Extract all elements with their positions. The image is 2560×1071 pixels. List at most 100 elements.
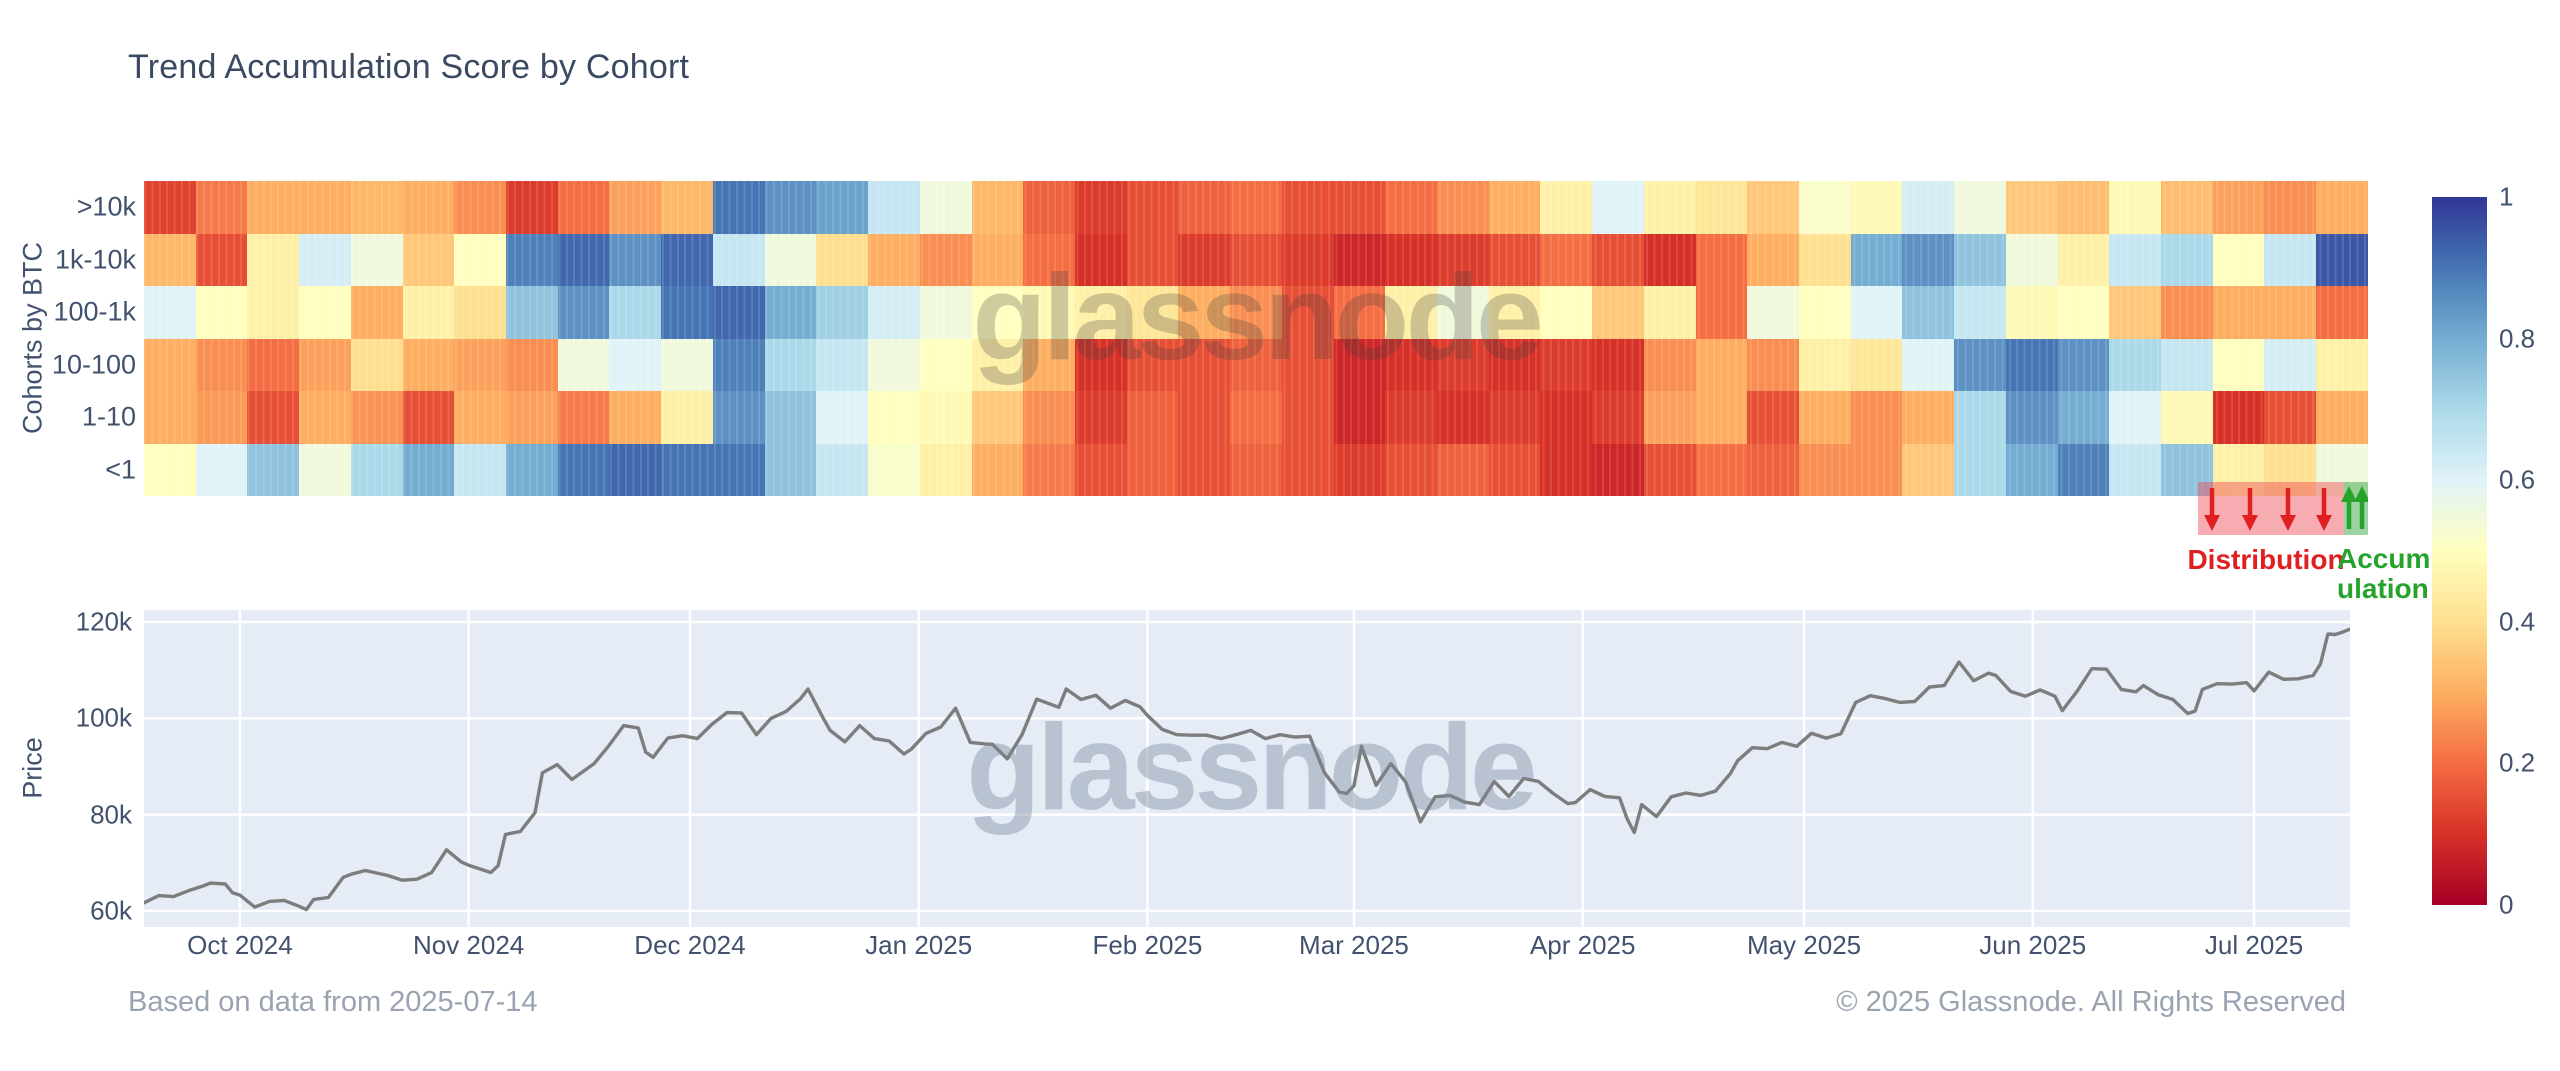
heatmap-cell xyxy=(350,391,403,444)
heatmap-cell xyxy=(2316,338,2368,391)
heatmap-cell xyxy=(350,181,403,234)
heatmap-cell xyxy=(1747,233,1799,286)
page-title: Trend Accumulation Score by Cohort xyxy=(128,48,690,86)
heatmap-cell xyxy=(2109,181,2162,234)
heatmap-cell xyxy=(764,181,817,234)
heatmap-cells xyxy=(144,181,2368,496)
heatmap-cell xyxy=(609,286,662,339)
heatmap-cell xyxy=(454,338,507,391)
heatmap-cell xyxy=(195,391,248,444)
heatmap-cell xyxy=(247,338,300,391)
colorbar-tick: 1 xyxy=(2499,181,2514,212)
heatmap-cell xyxy=(816,391,869,444)
heatmap-cell xyxy=(1747,391,1799,444)
heatmap-cell xyxy=(1126,338,1179,391)
heatmap-cell xyxy=(661,181,713,234)
heatmap-cell xyxy=(1902,443,1955,496)
heatmap-cell xyxy=(2161,443,2213,496)
heatmap-cell xyxy=(712,338,765,391)
heatmap-cell xyxy=(1436,181,1489,234)
heatmap-row xyxy=(144,286,2368,339)
heatmap-cell xyxy=(1281,286,1334,339)
heatmap-cell xyxy=(1126,181,1179,234)
heatmap-cell xyxy=(1954,286,2006,339)
heatmap-cell xyxy=(1954,338,2006,391)
heatmap-cell xyxy=(712,391,765,444)
heatmap-cell xyxy=(609,443,662,496)
heatmap-cell xyxy=(2316,391,2368,444)
heatmap-cell xyxy=(1385,233,1437,286)
heatmap-cell xyxy=(1488,286,1541,339)
heatmap-cell xyxy=(2161,233,2213,286)
heatmap-cell xyxy=(1799,443,1851,496)
heatmap-cell xyxy=(350,338,403,391)
heatmap-cell xyxy=(1902,286,1955,339)
heatmap-cell xyxy=(1643,338,1696,391)
heatmap-cell xyxy=(557,391,610,444)
heatmap-cell xyxy=(195,233,248,286)
heatmap-cell xyxy=(1695,233,1748,286)
price-x-tick: Jul 2025 xyxy=(2204,930,2304,960)
heatmap-cell xyxy=(1747,181,1799,234)
price-y-tick: 80k xyxy=(90,799,132,830)
heatmap-cell xyxy=(2057,286,2110,339)
heatmap-cell xyxy=(454,443,507,496)
heatmap-cell xyxy=(1954,391,2006,444)
heatmap-cell xyxy=(195,181,248,234)
heatmap-cell xyxy=(2005,338,2058,391)
heatmap-cell xyxy=(971,181,1024,234)
price-plot[interactable] xyxy=(142,610,2352,927)
distribution-label: Distribution xyxy=(2187,544,2345,575)
price-y-axis-title: Price xyxy=(17,737,48,799)
heatmap-cell xyxy=(144,338,196,391)
heatmap-cell xyxy=(1540,338,1593,391)
price-x-tick: Mar 2025 xyxy=(1299,930,1409,960)
heatmap-cell xyxy=(144,443,196,496)
heatmap-cell xyxy=(1074,286,1127,339)
colorbar-tick: 0 xyxy=(2499,889,2514,920)
heatmap-cell xyxy=(1695,338,1748,391)
heatmap-cell xyxy=(402,391,455,444)
heatmap-cell xyxy=(1126,443,1179,496)
price-y-tick: 120k xyxy=(75,606,132,637)
heatmap-cell xyxy=(1074,233,1127,286)
heatmap-cell xyxy=(1023,286,1075,339)
heatmap-cell xyxy=(2005,233,2058,286)
heatmap-row xyxy=(144,391,2368,444)
heatmap-cell xyxy=(1799,181,1851,234)
heatmap-cell xyxy=(764,286,817,339)
heatmap-cell xyxy=(454,181,507,234)
heatmap-row-label: 1k-10k xyxy=(54,244,136,275)
price-x-tick: Nov 2024 xyxy=(412,930,525,960)
heatmap-cell xyxy=(764,443,817,496)
heatmap-cell xyxy=(1333,443,1386,496)
heatmap-cell xyxy=(2316,233,2368,286)
heatmap-cell xyxy=(1902,338,1955,391)
heatmap-cell xyxy=(609,391,662,444)
heatmap-cell xyxy=(195,338,248,391)
heatmap-cell xyxy=(1281,443,1334,496)
heatmap-cell xyxy=(868,181,920,234)
heatmap-cell xyxy=(1074,443,1127,496)
heatmap-cell xyxy=(2005,391,2058,444)
heatmap-cell xyxy=(1385,391,1437,444)
copyright-note: © 2025 Glassnode. All Rights Reserved xyxy=(1836,986,2346,1018)
heatmap-cell xyxy=(1902,181,1955,234)
heatmap-cell xyxy=(1333,338,1386,391)
heatmap-cell xyxy=(1023,181,1075,234)
heatmap-cell xyxy=(299,286,351,339)
heatmap-cell xyxy=(2005,181,2058,234)
heatmap-cell xyxy=(1540,286,1593,339)
heatmap-cell xyxy=(712,233,765,286)
heatmap-cell xyxy=(1540,391,1593,444)
heatmap-cell xyxy=(1902,233,1955,286)
heatmap-cell xyxy=(2161,181,2213,234)
heatmap-cell xyxy=(1592,338,1644,391)
heatmap-cell xyxy=(144,286,196,339)
heatmap-cell xyxy=(1436,233,1489,286)
heatmap-cell xyxy=(1488,443,1541,496)
heatmap-cell xyxy=(402,443,455,496)
heatmap-cell xyxy=(1074,181,1127,234)
heatmap-cell xyxy=(1333,391,1386,444)
